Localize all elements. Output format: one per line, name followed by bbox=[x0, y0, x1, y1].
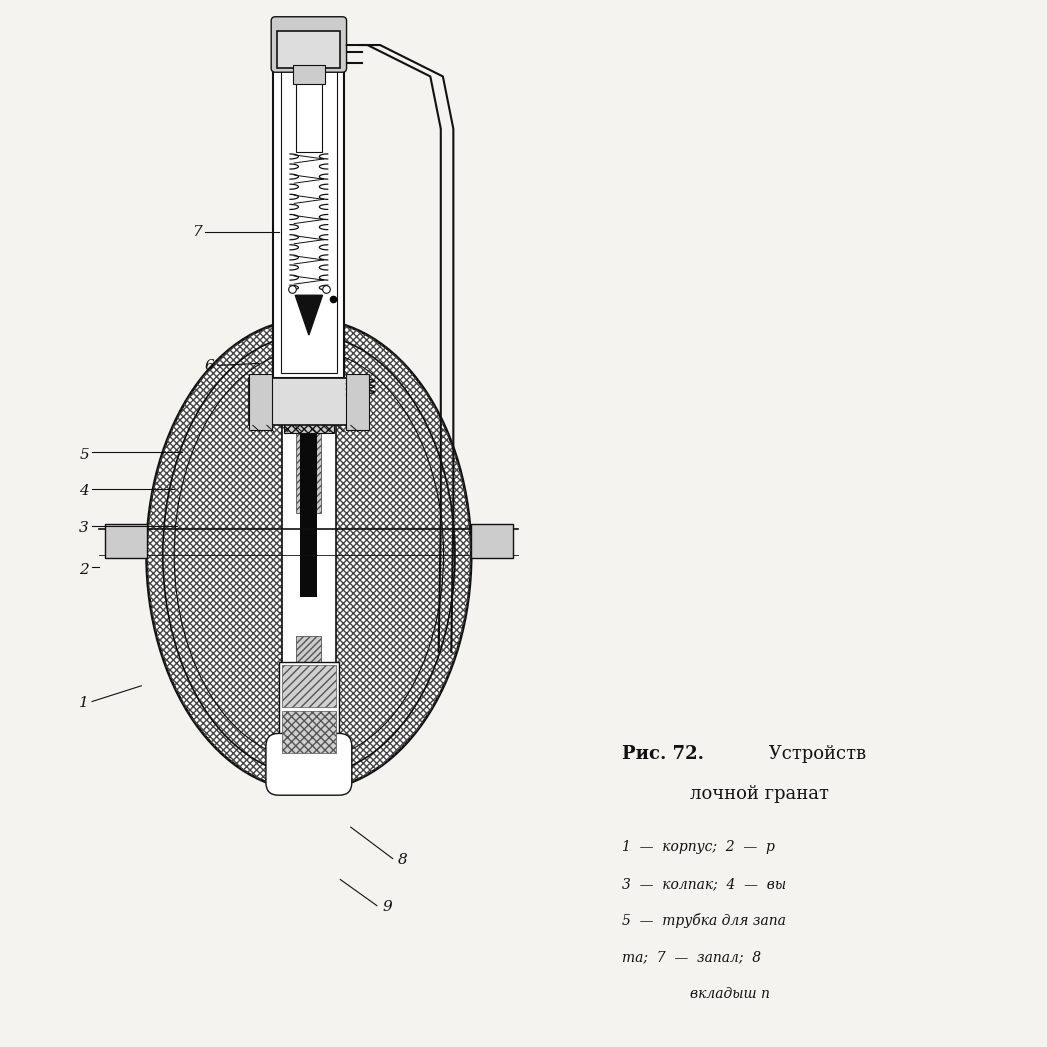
Bar bbox=[296, 637, 321, 741]
Text: 9: 9 bbox=[382, 899, 392, 914]
Text: 1  —  корпус;  2  —  р: 1 — корпус; 2 — р bbox=[622, 840, 775, 854]
Bar bbox=[346, 374, 369, 429]
Bar bbox=[249, 378, 369, 425]
Bar bbox=[279, 663, 339, 756]
Bar bbox=[300, 393, 317, 597]
Text: Устройств: Устройств bbox=[763, 745, 866, 763]
FancyBboxPatch shape bbox=[266, 734, 352, 796]
Bar bbox=[281, 31, 337, 373]
Text: 4: 4 bbox=[80, 484, 89, 498]
Text: 7: 7 bbox=[193, 224, 202, 239]
Bar bbox=[249, 374, 272, 429]
Text: 3: 3 bbox=[80, 520, 89, 535]
Text: Рис. 72.: Рис. 72. bbox=[622, 745, 704, 763]
Bar bbox=[282, 711, 336, 754]
Bar bbox=[277, 31, 340, 68]
Text: 5  —  трубка для запа: 5 — трубка для запа bbox=[622, 913, 786, 928]
Text: та;  7  —  запал;  8: та; 7 — запал; 8 bbox=[622, 950, 761, 964]
Text: лочной гранат: лочной гранат bbox=[690, 785, 829, 803]
Ellipse shape bbox=[147, 319, 471, 790]
Bar bbox=[471, 524, 513, 558]
Bar bbox=[296, 393, 321, 513]
Bar bbox=[292, 65, 325, 84]
Bar bbox=[105, 524, 147, 558]
Text: 5: 5 bbox=[80, 447, 89, 462]
Bar bbox=[295, 73, 322, 152]
Text: вкладыш п: вкладыш п bbox=[690, 986, 770, 1001]
Text: 6: 6 bbox=[205, 358, 215, 373]
Text: 8: 8 bbox=[398, 852, 407, 867]
Text: 3  —  колпак;  4  —  вы: 3 — колпак; 4 — вы bbox=[622, 876, 786, 891]
Text: 2: 2 bbox=[80, 562, 89, 577]
Text: 1: 1 bbox=[80, 695, 89, 710]
Bar bbox=[284, 388, 334, 432]
Bar bbox=[282, 665, 336, 708]
Polygon shape bbox=[295, 295, 322, 335]
Bar bbox=[273, 26, 344, 378]
Bar bbox=[282, 348, 336, 767]
FancyBboxPatch shape bbox=[271, 17, 347, 72]
